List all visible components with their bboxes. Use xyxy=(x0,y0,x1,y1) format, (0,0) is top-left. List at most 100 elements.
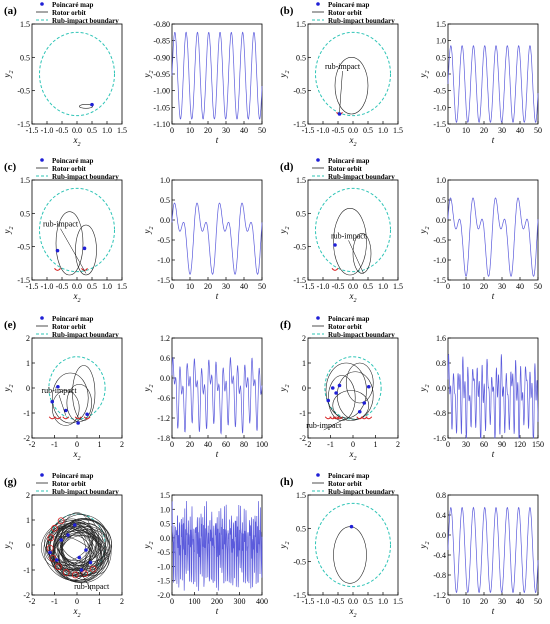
orbit-plot-xtick-label: 0 xyxy=(75,597,79,606)
poincare-point xyxy=(88,560,93,565)
time-plot-ytick-label: 0.6 xyxy=(160,354,170,363)
rub-impact-annotation: rub-impact xyxy=(331,231,367,240)
orbit-plot-xtick-label: -1.5 xyxy=(26,126,39,135)
time-plot-xtick-label: 20 xyxy=(480,597,488,606)
poincare-point xyxy=(84,548,88,552)
orbit-plot-xtick-label: -1.0 xyxy=(41,282,54,291)
time-plot-ylabel-sub: 2 xyxy=(425,71,431,74)
time-plot-xtick-label: 10 xyxy=(462,282,470,291)
orbit-plot-ytick-label: 1 xyxy=(26,516,30,525)
rotor-orbit xyxy=(72,365,96,421)
poincare-point xyxy=(82,246,87,251)
rub-impact-boundary xyxy=(39,31,115,117)
orbit-plot-ytick-label: 2 xyxy=(26,491,30,500)
orbit-plot-xtick-label: 1.5 xyxy=(393,126,403,135)
time-plot-ylabel: y2 xyxy=(142,542,155,550)
legend-boundary: Rub-impact boundary xyxy=(328,331,395,339)
time-plot-xlabel: t xyxy=(216,449,219,459)
time-plot-xtick-label: 0 xyxy=(446,597,450,606)
poincare-point xyxy=(85,412,89,417)
time-plot-xtick-label: 120 xyxy=(514,440,526,449)
orbit-plot-xtick-label: -0.5 xyxy=(56,282,69,291)
orbit-plot-xtick-label: 0 xyxy=(75,440,79,449)
poincare-point xyxy=(333,243,337,247)
rub-impact-boundary xyxy=(315,31,391,117)
time-plot-xtick-label: 30 xyxy=(498,126,506,135)
time-plot-ytick-label: 1.5 xyxy=(436,20,446,29)
rotor-orbit-group xyxy=(333,526,367,584)
time-plot-ytick-label: -1.6 xyxy=(433,434,446,443)
rotor-orbit-group xyxy=(48,365,96,426)
panel-label: (b) xyxy=(280,5,294,17)
legend-poincare: Poincaré map xyxy=(328,157,370,165)
orbit-plot-xtick-label: -0.5 xyxy=(332,282,345,291)
time-plot-ytick-label: 0.0 xyxy=(436,216,446,225)
panel-label: (c) xyxy=(4,161,17,173)
rotor-orbit xyxy=(55,211,84,276)
poincare-point xyxy=(59,538,64,542)
rotor-orbit xyxy=(47,518,100,566)
impact-segment xyxy=(49,554,57,562)
rub-impact-boundary xyxy=(315,187,391,273)
time-plot-ytick-label: -1.5 xyxy=(433,276,446,285)
time-plot-ylabel: y2 xyxy=(418,71,431,79)
orbit-plot-xlabel-sub: 2 xyxy=(78,456,81,462)
panel-label: (g) xyxy=(4,476,17,488)
time-plot-xtick-label: 10 xyxy=(462,126,470,135)
orbit-plot-ytick-label: 0.5 xyxy=(296,53,306,62)
time-plot-xlabel: t xyxy=(492,291,495,301)
time-plot-xlabel: t xyxy=(492,135,495,145)
rotor-orbit xyxy=(57,519,112,567)
time-plot-ytick-label: -0.90 xyxy=(153,53,170,62)
rub-impact-boundary xyxy=(315,502,391,588)
time-plot-xtick-label: 0 xyxy=(170,597,174,606)
annotation-leader xyxy=(58,394,66,416)
impact-segment xyxy=(336,416,343,420)
time-plot-xtick-label: 50 xyxy=(534,597,542,606)
time-plot-xtick-label: 40 xyxy=(240,282,248,291)
orbit-plot-ylabel: y2 xyxy=(278,385,291,393)
time-plot-ytick-label: 1.5 xyxy=(160,491,170,500)
poincare-point xyxy=(337,383,342,388)
orbit-plot-ytick-label: -1.5 xyxy=(17,276,30,285)
time-plot-ytick-label: -1.5 xyxy=(157,577,170,586)
poincare-point xyxy=(48,550,52,555)
time-plot-xtick-label: 200 xyxy=(211,597,223,606)
orbit-plot-xtick-label: -0.5 xyxy=(332,597,345,606)
time-plot-xtick-label: 30 xyxy=(498,282,506,291)
time-plot-xtick-label: 0 xyxy=(446,440,450,449)
orbit-plot-xtick-label: -1.5 xyxy=(302,126,315,135)
time-plot-xlabel: t xyxy=(216,291,219,301)
poincare-point xyxy=(66,533,70,537)
poincare-point xyxy=(55,248,60,253)
impact-segment xyxy=(331,268,339,271)
orbit-plot-xlabel: x2 xyxy=(349,449,357,462)
rotor-orbit-group xyxy=(324,362,374,421)
orbit-plot-frame xyxy=(31,23,123,125)
time-plot-ytick-label: -0.8 xyxy=(433,409,446,418)
time-plot-ylabel-sub: 2 xyxy=(425,227,431,230)
orbit-plot-xlabel: x2 xyxy=(73,606,81,619)
legend-boundary: Rub-impact boundary xyxy=(52,488,119,496)
orbit-plot-xtick-label: -1 xyxy=(51,440,58,449)
legend-poincare: Poincaré map xyxy=(52,1,94,9)
legend-poincare-marker xyxy=(316,473,320,477)
poincare-point xyxy=(72,523,77,527)
time-plot-xtick-label: 30 xyxy=(498,597,506,606)
orbit-plot-ytick-label: -0.5 xyxy=(293,558,306,567)
impact-segment xyxy=(89,565,97,573)
time-plot-ytick-label: -1.0 xyxy=(157,256,170,265)
impact-segment xyxy=(51,524,58,532)
annotation-leader xyxy=(79,569,92,591)
time-plot-ytick-label: -1.05 xyxy=(153,103,170,112)
orbit-plot-ytick-label: 0.5 xyxy=(296,524,306,533)
orbit-plot-xtick-label: 2 xyxy=(120,597,124,606)
y2-time-series xyxy=(171,500,263,591)
time-plot-xtick-label: 10 xyxy=(186,126,194,135)
time-plot-ytick-label: -1.8 xyxy=(157,434,170,443)
time-plot-ylabel-sub: 2 xyxy=(425,385,431,388)
time-plot-xtick-label: 0 xyxy=(170,126,174,135)
rotor-orbit xyxy=(61,526,103,581)
poincare-point xyxy=(337,112,342,116)
rub-impact-annotation: rub-impact xyxy=(43,220,79,229)
